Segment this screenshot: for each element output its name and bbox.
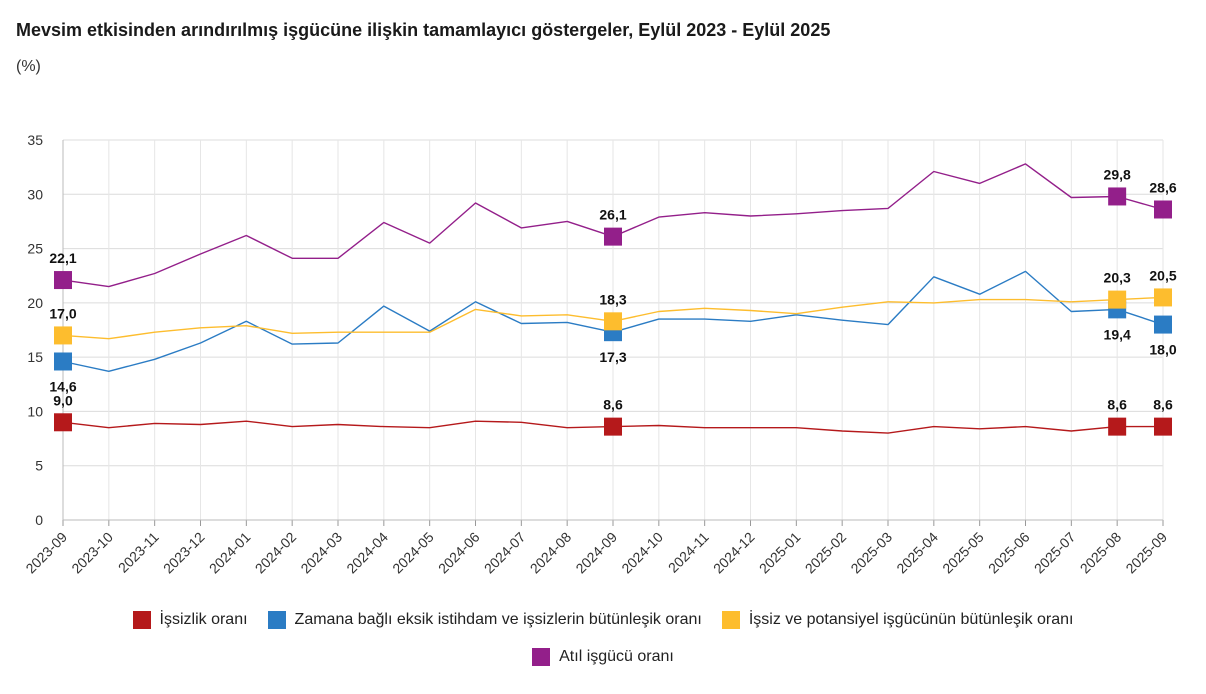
data-point-marker[interactable] — [1108, 417, 1127, 436]
y-tick-label: 15 — [27, 349, 43, 365]
data-point-marker[interactable] — [54, 352, 72, 371]
data-label: 8,6 — [603, 397, 623, 413]
legend-label: İşsiz ve potansiyel işgücünün bütünleşik… — [748, 611, 1074, 628]
data-label: 18,3 — [599, 291, 626, 307]
data-point-marker[interactable] — [1154, 288, 1172, 307]
x-tick-label: 2024-08 — [527, 529, 575, 577]
x-tick-label: 2025-09 — [1122, 529, 1170, 577]
legend-swatch — [532, 648, 551, 666]
y-tick-label: 25 — [27, 241, 43, 257]
data-label: 17,0 — [49, 305, 76, 321]
data-point-marker[interactable] — [604, 227, 622, 246]
legend-item[interactable]: Atıl işgücü oranı — [532, 641, 674, 673]
data-label: 22,1 — [49, 250, 76, 266]
y-tick-label: 30 — [27, 186, 43, 202]
data-point-marker[interactable] — [54, 413, 72, 432]
chart-title: Mevsim etkisinden arındırılmış işgücüne … — [16, 20, 831, 40]
series-markers — [54, 187, 1172, 436]
x-tick-label: 2023-09 — [22, 529, 70, 577]
x-tick-label: 2025-05 — [939, 529, 987, 577]
x-tick-label: 2025-01 — [756, 529, 804, 577]
data-point-marker[interactable] — [604, 312, 622, 331]
x-tick-label: 2024-09 — [572, 529, 620, 577]
grid — [62, 139, 1164, 521]
line-chart: 0 5 10 15 20 25 30 35 2023-092023-102023-112023-… — [22, 132, 1176, 576]
data-point-marker[interactable] — [54, 326, 72, 345]
legend-item[interactable]: İşsiz ve potansiyel işgücünün bütünleşik… — [721, 604, 1074, 636]
legend-item[interactable]: İşsizlik oranı — [132, 604, 248, 636]
data-point-marker[interactable] — [1108, 187, 1127, 206]
legend-label: Zamana bağlı eksik istihdam ve işsizleri… — [294, 611, 702, 628]
data-label: 8,6 — [1153, 397, 1173, 413]
data-label: 20,5 — [1149, 267, 1176, 283]
x-tick-label: 2025-07 — [1031, 529, 1079, 577]
x-tick-label: 2024-07 — [481, 529, 529, 577]
x-tick-label: 2024-02 — [252, 529, 300, 577]
y-tick-label: 35 — [27, 132, 43, 148]
x-tick-label: 2023-11 — [115, 529, 162, 576]
data-label: 8,6 — [1107, 397, 1127, 413]
x-tick-label: 2024-05 — [389, 529, 437, 577]
data-labels: 9,0 8,6 8,6 8,6 14,6 17,3 19,4 18,0 17,0 18,3 20,3… — [49, 166, 1176, 412]
chart-subtitle: (%) — [16, 58, 41, 75]
x-tick-label: 2024-03 — [297, 529, 345, 577]
x-tick-label: 2025-02 — [802, 529, 850, 577]
data-point-marker[interactable] — [1154, 417, 1172, 436]
x-tick-label: 2025-04 — [893, 529, 941, 577]
data-point-marker[interactable] — [1154, 315, 1172, 334]
y-tick-label: 5 — [35, 458, 43, 474]
x-tick-label: 2025-03 — [847, 529, 895, 577]
data-label: 14,6 — [49, 378, 76, 394]
data-label: 28,6 — [1149, 179, 1176, 195]
x-tick-label: 2024-06 — [435, 529, 483, 577]
legend-swatch — [267, 611, 286, 629]
data-label: 20,3 — [1104, 270, 1131, 286]
legend-swatch — [721, 611, 740, 629]
data-point-marker[interactable] — [604, 417, 622, 436]
x-tick-label: 2024-12 — [710, 529, 758, 577]
y-tick-label: 0 — [35, 512, 43, 528]
legend-swatch — [132, 611, 151, 629]
x-tick-label: 2024-04 — [343, 529, 391, 577]
data-label: 19,4 — [1104, 326, 1131, 342]
legend-label: Atıl işgücü oranı — [559, 648, 674, 665]
x-tick-label: 2025-06 — [985, 529, 1033, 577]
x-tick-label: 2023-12 — [160, 529, 208, 577]
x-tick-label: 2024-01 — [206, 529, 254, 577]
legend-label: İşsizlik oranı — [159, 611, 248, 628]
y-tick-label: 10 — [27, 403, 43, 419]
data-label: 29,8 — [1104, 166, 1131, 182]
data-label: 17,3 — [599, 349, 626, 365]
x-tick-label: 2024-11 — [665, 529, 712, 576]
data-point-marker[interactable] — [1154, 200, 1172, 219]
legend: İşsizlik oranı Zamana bağlı eksik istihda… — [0, 604, 1206, 678]
data-label: 9,0 — [53, 392, 73, 408]
data-label: 26,1 — [599, 207, 626, 223]
x-tick-label: 2025-08 — [1077, 529, 1125, 577]
data-label: 18,0 — [1149, 342, 1176, 358]
x-tick-label: 2024-10 — [618, 529, 666, 577]
y-tick-label: 20 — [27, 295, 43, 311]
legend-item[interactable]: Zamana bağlı eksik istihdam ve işsizleri… — [267, 604, 702, 636]
x-tick-label: 2023-10 — [68, 529, 116, 577]
data-point-marker[interactable] — [54, 271, 72, 290]
axes: 0 5 10 15 20 25 30 35 2023-092023-102023-112023-… — [22, 132, 1170, 576]
data-point-marker[interactable] — [1108, 290, 1127, 309]
